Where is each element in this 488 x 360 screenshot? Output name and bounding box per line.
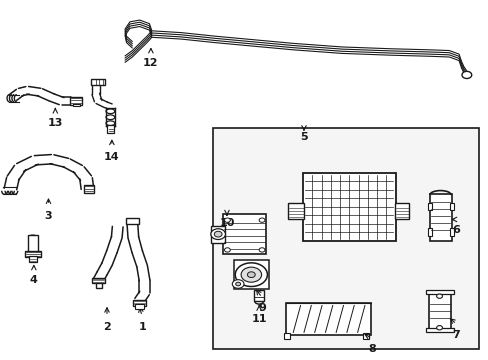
Text: 14: 14 <box>104 152 120 162</box>
Text: 4: 4 <box>30 275 38 285</box>
Bar <box>233 260 268 289</box>
Bar <box>70 97 82 105</box>
Circle shape <box>259 248 264 252</box>
Bar <box>83 185 94 193</box>
Bar <box>253 291 264 301</box>
Text: 9: 9 <box>258 303 265 314</box>
Text: 12: 12 <box>143 58 158 68</box>
Circle shape <box>436 294 442 298</box>
Bar <box>135 305 144 309</box>
Text: 13: 13 <box>47 118 63 128</box>
Circle shape <box>259 218 264 222</box>
Bar <box>96 283 102 288</box>
Bar <box>425 328 453 332</box>
Bar <box>427 203 431 211</box>
Bar <box>29 256 37 262</box>
Bar <box>394 203 408 220</box>
Text: 11: 11 <box>251 314 266 324</box>
Circle shape <box>214 231 222 237</box>
Bar <box>25 251 41 257</box>
Bar <box>285 303 370 335</box>
Bar <box>427 228 431 235</box>
Bar <box>73 104 80 106</box>
Bar <box>133 300 146 306</box>
Text: 6: 6 <box>452 225 460 235</box>
Text: 2: 2 <box>103 322 111 332</box>
Bar <box>303 173 395 241</box>
Bar <box>92 278 105 283</box>
Bar <box>91 79 104 85</box>
Bar <box>425 290 453 294</box>
Bar <box>27 234 38 252</box>
Circle shape <box>461 71 471 78</box>
Circle shape <box>241 267 261 282</box>
Bar <box>126 218 139 224</box>
Text: 8: 8 <box>367 344 375 354</box>
Text: 1: 1 <box>138 322 146 332</box>
Bar <box>212 128 478 348</box>
Circle shape <box>247 272 255 278</box>
Circle shape <box>235 263 267 287</box>
Circle shape <box>232 280 244 288</box>
Bar <box>107 126 114 134</box>
Bar <box>288 203 304 220</box>
Bar <box>362 333 368 338</box>
Text: 3: 3 <box>44 211 52 221</box>
Text: 10: 10 <box>219 218 234 228</box>
Bar <box>449 203 453 211</box>
Circle shape <box>436 325 442 330</box>
Circle shape <box>235 282 240 286</box>
Bar <box>283 333 290 338</box>
Circle shape <box>224 218 230 222</box>
Text: 7: 7 <box>452 330 460 340</box>
Circle shape <box>224 248 230 252</box>
Circle shape <box>210 229 225 239</box>
Bar <box>428 291 450 330</box>
Bar <box>449 228 453 235</box>
Bar <box>429 194 451 241</box>
Bar <box>222 214 266 253</box>
Text: 5: 5 <box>300 132 307 142</box>
Bar <box>211 226 224 243</box>
